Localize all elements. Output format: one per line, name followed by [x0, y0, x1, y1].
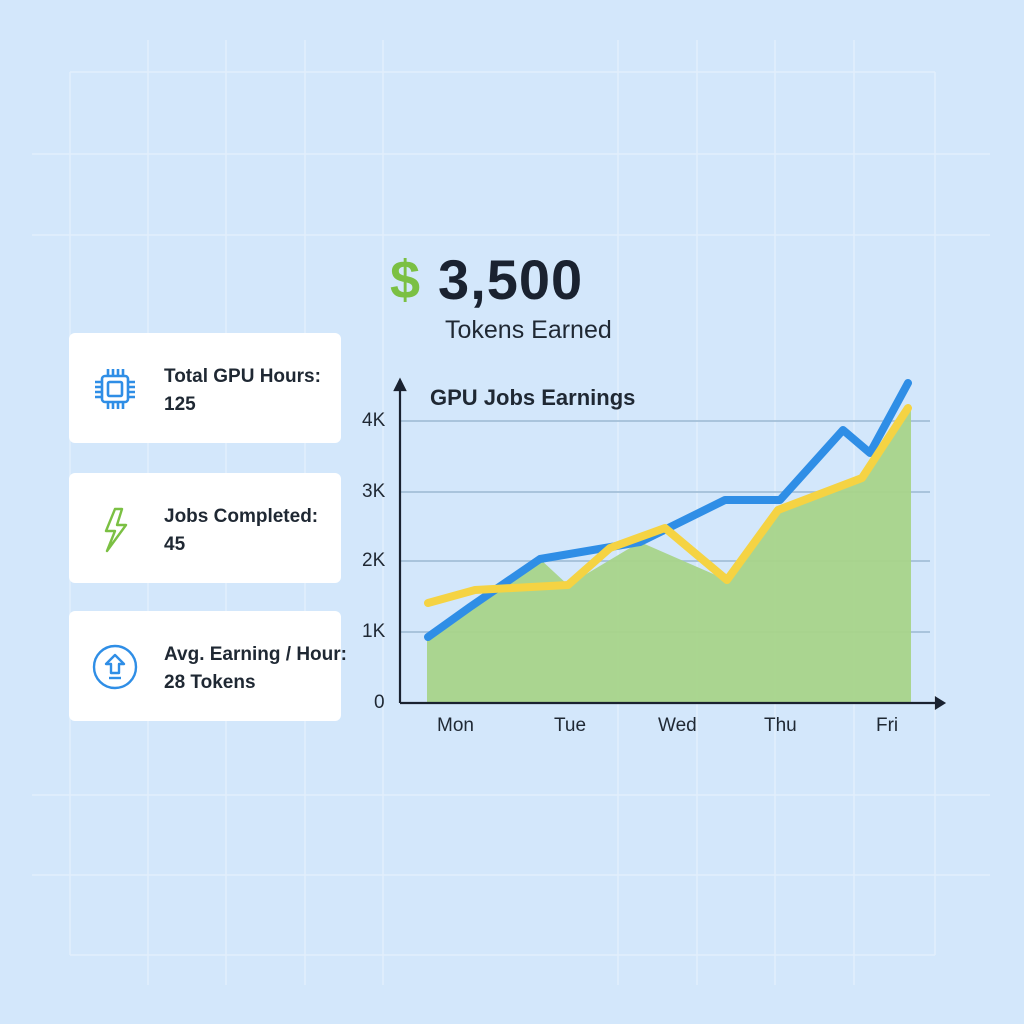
x-tick-wed: Wed — [658, 715, 697, 736]
gpu-hours-card: Total GPU Hours: 125 — [69, 333, 341, 443]
dollar-icon: $ — [390, 250, 421, 310]
cpu-chip-icon — [95, 369, 135, 409]
arrow-up-circle-icon — [92, 644, 138, 690]
jobs-completed-label: Jobs Completed: — [164, 506, 319, 527]
x-tick-fri: Fri — [876, 715, 899, 736]
x-tick-tue: Tue — [554, 715, 587, 736]
gpu-hours-value: 125 — [164, 394, 196, 415]
yellow-line-series — [424, 404, 912, 607]
jobs-completed-card: Jobs Completed: 45 — [69, 473, 341, 583]
lightning-bolt-icon — [104, 507, 128, 553]
jobs-completed-value: 45 — [164, 534, 186, 555]
y-tick-0: 0 — [374, 692, 385, 713]
avg-earning-value: 28 Tokens — [164, 672, 256, 693]
tokens-label: Tokens Earned — [445, 316, 612, 344]
tokens-amount: 3,500 — [438, 248, 584, 311]
avg-earning-label: Avg. Earning / Hour: — [164, 644, 347, 665]
x-tick-thu: Thu — [764, 715, 797, 736]
x-tick-mon: Mon — [437, 715, 474, 736]
chart-axes — [393, 377, 947, 710]
y-tick-1k: 1K — [362, 621, 386, 642]
green-area-series — [427, 408, 911, 703]
y-tick-3k: 3K — [362, 481, 386, 502]
avg-earning-card: Avg. Earning / Hour: 28 Tokens — [69, 611, 347, 721]
tokens-earned-summary: $ 3,500 Tokens Earned — [390, 248, 650, 345]
y-tick-2k: 2K — [362, 550, 386, 571]
gpu-hours-label: Total GPU Hours: — [164, 366, 321, 387]
chart-title: GPU Jobs Earnings — [430, 385, 636, 410]
y-tick-4k: 4K — [362, 410, 386, 431]
